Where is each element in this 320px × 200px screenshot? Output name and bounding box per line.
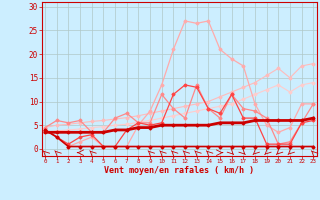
X-axis label: Vent moyen/en rafales ( km/h ): Vent moyen/en rafales ( km/h ) [104, 166, 254, 175]
